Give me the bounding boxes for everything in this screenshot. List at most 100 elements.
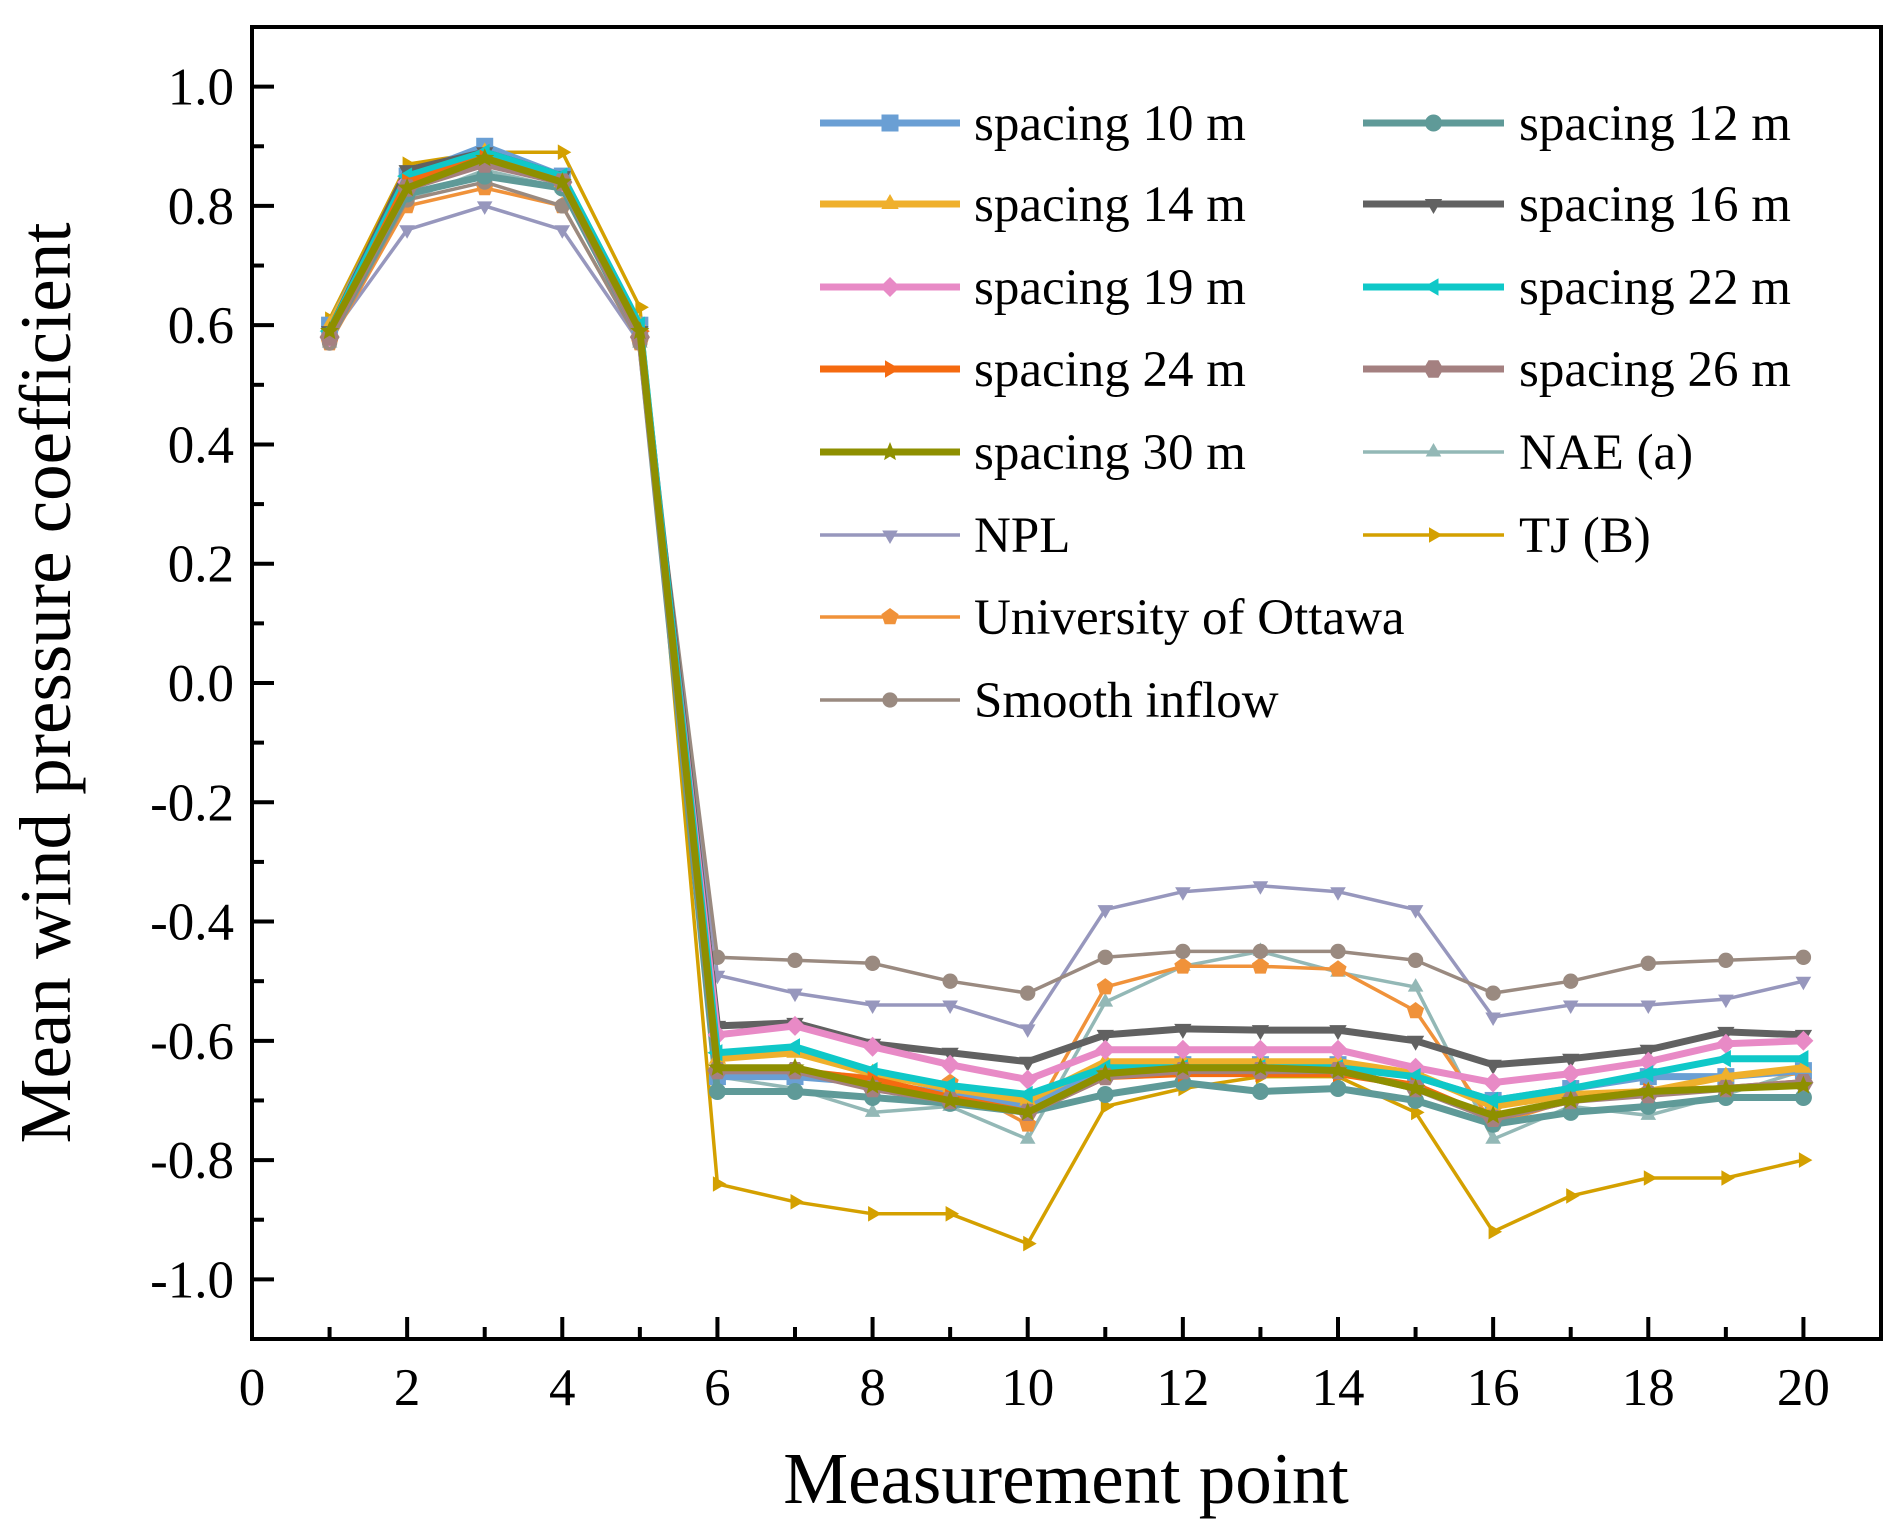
- series-line: [328, 186, 1804, 1127]
- data-point: [1488, 1223, 1503, 1240]
- legend-label: NPL: [974, 508, 1070, 564]
- y-axis-title: Mean wind pressure coefficient: [5, 223, 86, 1144]
- data-point: [940, 1054, 961, 1075]
- y-tick-label: 0.2: [168, 536, 234, 594]
- data-point: [1798, 1152, 1813, 1168]
- data-point: [863, 1075, 883, 1094]
- series-line: [328, 150, 1804, 1246]
- y-tick-label: 1.0: [168, 59, 234, 117]
- legend-marker-icon: [881, 114, 899, 132]
- data-point: [785, 1038, 800, 1056]
- data-point: [942, 973, 958, 989]
- x-tick-label: 16: [1467, 1359, 1520, 1417]
- data-point: [940, 1076, 956, 1095]
- data-point: [868, 1206, 882, 1222]
- x-tick-label: 14: [1312, 1359, 1365, 1417]
- data-point: [1715, 1033, 1736, 1054]
- data-point: [1485, 1130, 1501, 1144]
- x-tick-label: 12: [1156, 1359, 1209, 1417]
- data-point: [786, 1083, 804, 1101]
- data-point: [1407, 952, 1424, 968]
- data-point: [1329, 1025, 1347, 1041]
- data-point: [1252, 881, 1269, 895]
- data-point: [475, 148, 495, 167]
- legend-item: University of Ottawa: [820, 590, 1405, 646]
- data-point: [1328, 1039, 1348, 1060]
- data-point: [1023, 1235, 1037, 1252]
- data-point: [1173, 1057, 1193, 1076]
- series-layer: [319, 137, 1814, 1252]
- data-point: [1019, 1024, 1036, 1038]
- data-point: [630, 321, 650, 340]
- legend-label: NAE (a): [1519, 425, 1693, 481]
- legend-item: spacing 24 m: [820, 342, 1246, 398]
- data-point: [1251, 1025, 1270, 1041]
- data-point: [790, 1194, 804, 1210]
- x-tick-label: 8: [859, 1359, 886, 1417]
- legend-item: NPL: [820, 508, 1070, 564]
- data-point: [1640, 955, 1656, 971]
- data-point: [1407, 905, 1424, 919]
- data-point: [1018, 1102, 1038, 1121]
- y-tick-label: -1.0: [150, 1251, 234, 1309]
- data-point: [1096, 1085, 1114, 1103]
- data-point: [1717, 1066, 1735, 1082]
- legend-marker-icon: [882, 530, 898, 544]
- data-point: [1174, 1023, 1192, 1039]
- series-spacing-30-m: [320, 148, 1813, 1124]
- legend-label: spacing 22 m: [1519, 260, 1791, 316]
- data-point: [1329, 960, 1347, 977]
- data-point: [1485, 1012, 1501, 1026]
- legend-marker-icon: [1423, 360, 1444, 378]
- legend-marker-icon: [1429, 527, 1443, 543]
- data-point: [1718, 994, 1734, 1009]
- data-point: [940, 1090, 960, 1109]
- legend-label: Smooth inflow: [974, 673, 1279, 729]
- series-university-of-ottawa: [321, 179, 1812, 1132]
- data-point: [1329, 1080, 1347, 1098]
- series-smooth-inflow: [321, 174, 1812, 1001]
- legend-marker-icon: [880, 277, 900, 297]
- y-tick-label: 0.6: [168, 297, 234, 355]
- legend-marker-icon: [1425, 114, 1442, 132]
- legend: spacing 10 m spacing 12 m spacing 14 m spac…: [820, 96, 1791, 729]
- series-line: [326, 154, 1804, 1119]
- data-point: [942, 1000, 958, 1014]
- data-point: [864, 955, 881, 971]
- series-line: [328, 204, 1804, 1031]
- data-point: [1250, 1057, 1270, 1076]
- legend-label: University of Ottawa: [974, 590, 1405, 646]
- data-point: [787, 988, 803, 1003]
- data-point: [712, 1176, 727, 1192]
- data-point: [785, 1057, 805, 1076]
- legend-label: spacing 16 m: [1519, 177, 1791, 233]
- y-tick-label: 0.8: [168, 178, 234, 236]
- legend-item: spacing 26 m: [1363, 342, 1791, 398]
- data-point: [1096, 978, 1114, 995]
- legend-marker-icon: [1424, 199, 1443, 214]
- data-point: [1795, 976, 1812, 991]
- data-point: [554, 225, 571, 239]
- data-point: [1640, 1000, 1657, 1014]
- legend-item: spacing 22 m: [1363, 260, 1791, 316]
- data-point: [1097, 949, 1113, 965]
- x-tick-label: 2: [394, 1359, 421, 1417]
- legend-item: Smooth inflow: [820, 673, 1279, 729]
- data-point: [864, 1000, 881, 1014]
- data-point: [1563, 973, 1579, 989]
- x-tick-label: 18: [1622, 1359, 1675, 1417]
- data-point: [1019, 1130, 1036, 1144]
- data-point: [707, 1057, 727, 1076]
- legend-marker-icon: [1423, 278, 1439, 296]
- series-line: [328, 180, 1804, 995]
- data-point: [785, 1015, 805, 1036]
- data-point: [1017, 1069, 1038, 1090]
- data-point: [1562, 1053, 1580, 1069]
- legend-item: spacing 12 m: [1363, 96, 1791, 152]
- data-point: [1097, 905, 1114, 919]
- legend-label: spacing 24 m: [974, 342, 1246, 398]
- data-point: [1718, 952, 1734, 968]
- data-point: [1407, 978, 1424, 992]
- legend-item: spacing 14 m: [820, 177, 1246, 233]
